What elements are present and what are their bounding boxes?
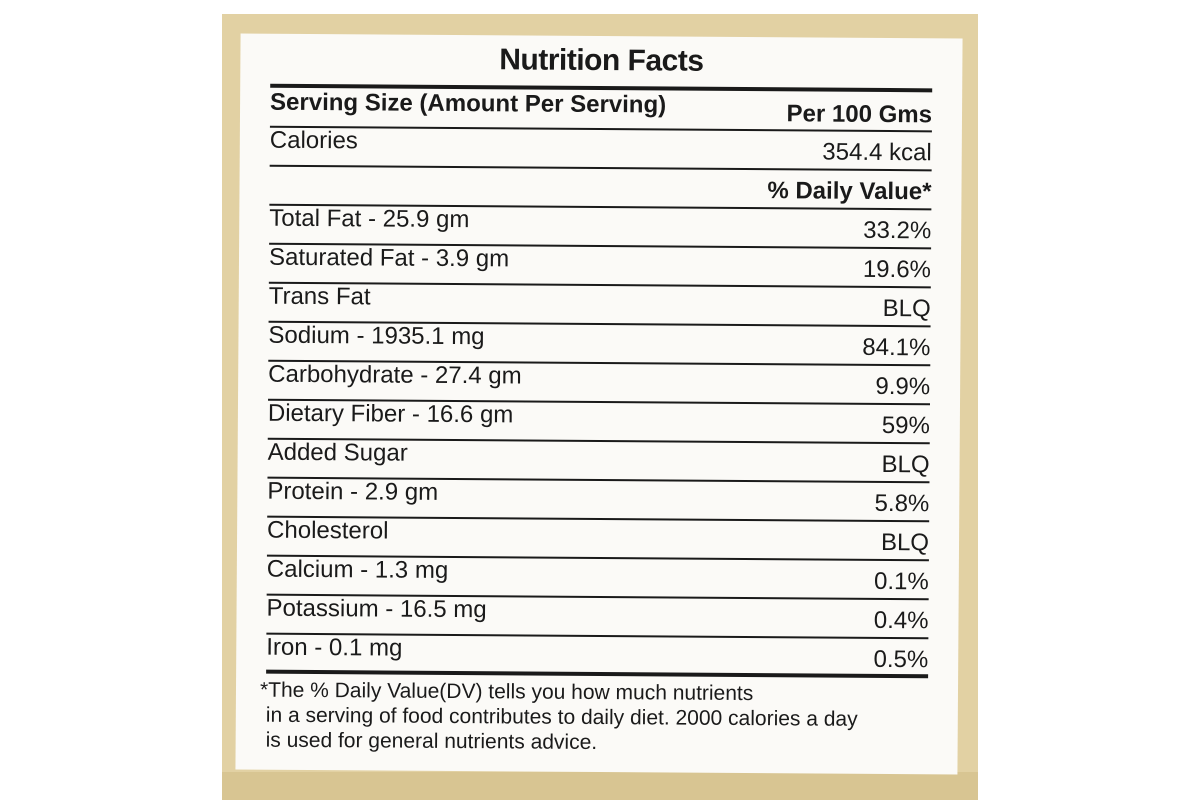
nutrient-value: BLQ — [881, 450, 930, 479]
nutrient-label: Calcium - 1.3 mg — [266, 555, 449, 584]
serving-size-label: Serving Size (Amount Per Serving) — [270, 88, 667, 119]
daily-value-footnote: *The % Daily Value(DV) tells you how muc… — [260, 678, 921, 758]
per-amount: Per 100 Gms — [786, 100, 933, 129]
nutrient-value: 0.1% — [873, 567, 929, 596]
nutrient-value: 33.2% — [863, 216, 932, 245]
nutrient-value: 19.6% — [862, 255, 932, 284]
nutrient-value: 5.8% — [874, 489, 930, 518]
nutrient-row: Protein - 2.9 gm 5.8% — [267, 477, 929, 518]
calories-label: Calories — [269, 126, 358, 155]
calories-value: 354.4 kcal — [822, 138, 932, 167]
nutrient-value: 0.4% — [873, 606, 929, 635]
nutrient-row: Potassium - 16.5 mg 0.4% — [266, 594, 928, 635]
nutrient-label: Protein - 2.9 gm — [267, 477, 439, 506]
calories-row: Calories 354.4 kcal — [270, 126, 932, 167]
nutrient-value: 9.9% — [875, 372, 931, 401]
nutrient-label: Potassium - 16.5 mg — [266, 594, 487, 624]
nutrient-value: BLQ — [880, 528, 930, 557]
nutrient-label: Dietary Fiber - 16.6 gm — [267, 399, 514, 429]
nutrient-row: Cholesterol BLQ — [267, 516, 929, 557]
serving-size-row: Serving Size (Amount Per Serving) Per 10… — [270, 88, 932, 129]
label-title: Nutrition Facts — [499, 43, 704, 78]
nutrient-row: Calcium - 1.3 mg 0.1% — [267, 555, 929, 596]
nutrient-value: 0.5% — [873, 645, 929, 674]
nutrient-value: BLQ — [882, 294, 931, 323]
nutrient-row: Total Fat - 25.9 gm 33.2% — [269, 204, 931, 245]
nutrient-value: 59% — [881, 411, 930, 440]
daily-value-header-row: % Daily Value* — [269, 165, 932, 206]
nutrient-row: Dietary Fiber - 16.6 gm 59% — [268, 399, 930, 440]
daily-value-header: % Daily Value* — [767, 177, 932, 206]
footnote-line: is used for general nutrients advice. — [265, 728, 598, 754]
nutrient-value: 84.1% — [862, 333, 931, 362]
nutrient-label: Trans Fat — [268, 282, 371, 311]
packaging-bottom-strip — [222, 772, 978, 800]
nutrient-label: Added Sugar — [267, 438, 408, 467]
nutrient-row: Saturated Fat - 3.9 gm 19.6% — [269, 243, 931, 284]
nutrient-label: Iron - 0.1 mg — [266, 633, 403, 662]
nutrient-label: Total Fat - 25.9 gm — [269, 204, 470, 234]
nutrient-label: Cholesterol — [267, 516, 389, 545]
nutrient-label: Saturated Fat - 3.9 gm — [268, 243, 510, 273]
nutrient-label: Sodium - 1935.1 mg — [268, 321, 485, 351]
nutrient-row: Sodium - 1935.1 mg 84.1% — [268, 321, 930, 362]
nutrient-row: Trans Fat BLQ — [269, 282, 931, 323]
nutrition-facts-label: Nutrition Facts Serving Size (Amount Per… — [235, 33, 963, 775]
nutrient-row: Added Sugar BLQ — [268, 438, 930, 479]
nutrient-label: Carbohydrate - 27.4 gm — [268, 360, 522, 390]
nutrient-row: Iron - 0.1 mg 0.5% — [266, 633, 928, 674]
nutrient-row: Carbohydrate - 27.4 gm 9.9% — [268, 360, 930, 401]
